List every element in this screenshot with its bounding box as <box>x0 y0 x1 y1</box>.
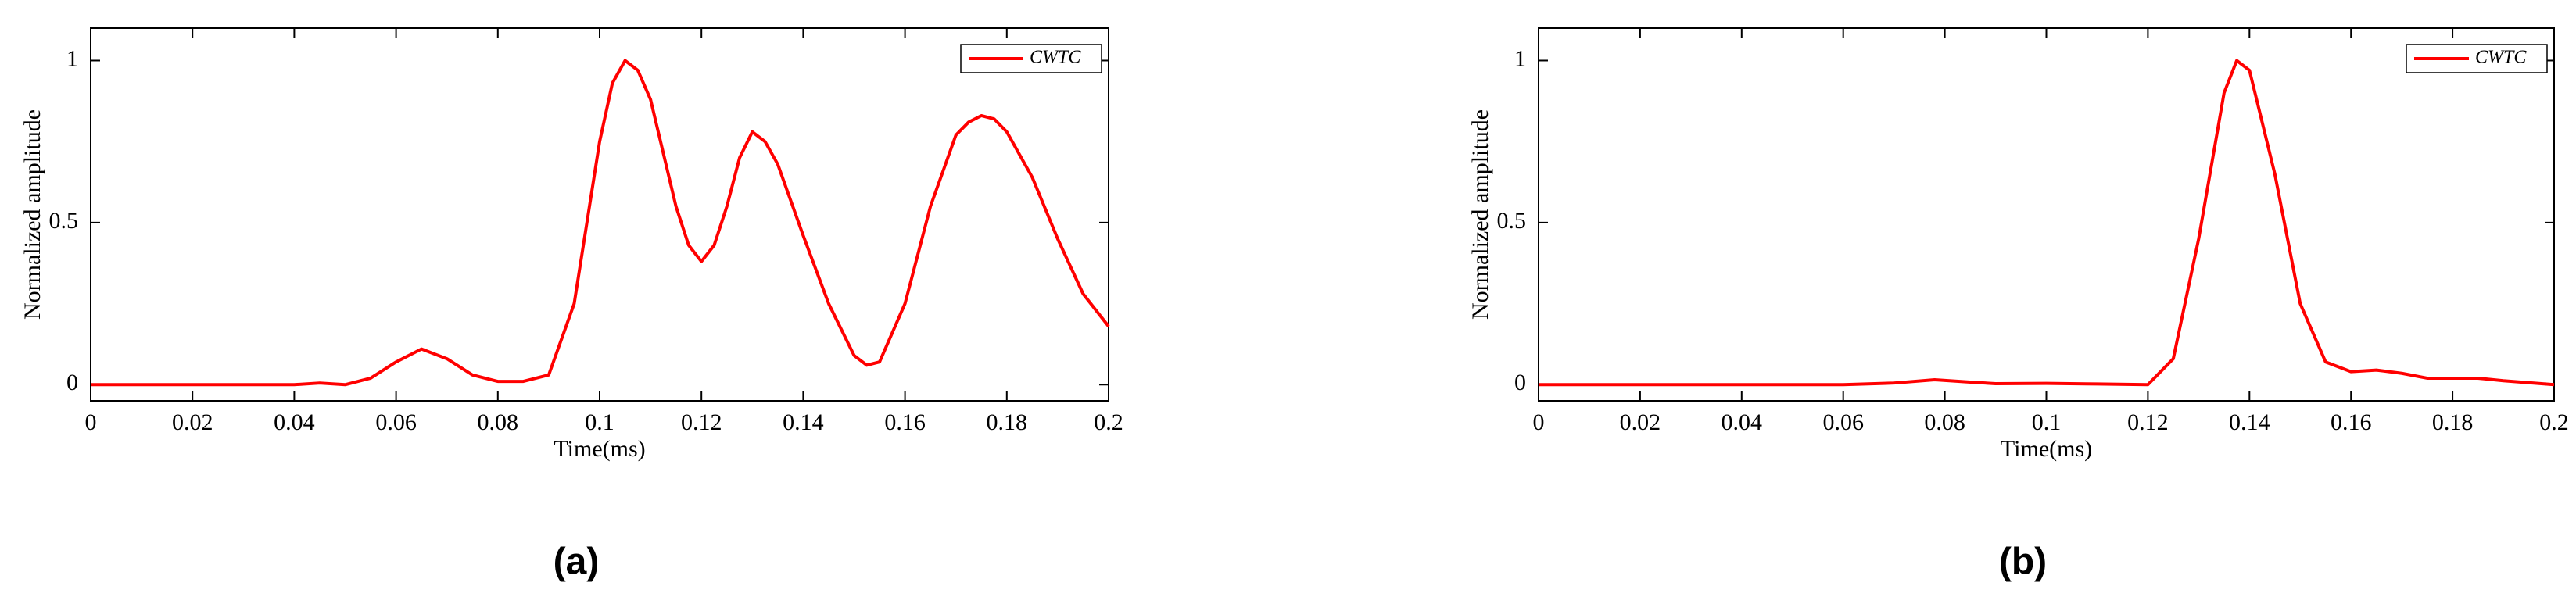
x-tick-label: 0.16 <box>884 409 926 435</box>
axes-box <box>1538 27 2555 402</box>
y-axis-label: Normalized amplitude <box>20 109 45 320</box>
x-tick-label: 0.16 <box>2331 409 2372 435</box>
x-tick-label: 0.02 <box>172 409 213 435</box>
x-tick-label: 0.08 <box>1924 409 1965 435</box>
x-tick-label: 0.08 <box>478 409 519 435</box>
data-line <box>1539 59 2555 387</box>
axes-box <box>90 27 1109 402</box>
x-tick-label: 0.02 <box>1620 409 1661 435</box>
x-tick-label: 0.04 <box>1722 409 1763 435</box>
legend-label: CWTC <box>2475 48 2527 68</box>
x-tick-label: 0.18 <box>987 409 1028 435</box>
x-tick-label: 0.14 <box>783 409 824 435</box>
y-tick-label: 1 <box>1514 45 1526 71</box>
x-tick-label: 0.1 <box>2032 409 2062 435</box>
x-tick-label: 0.2 <box>1094 409 1123 435</box>
x-tick-label: 0.12 <box>681 409 722 435</box>
x-tick-label: 0.06 <box>1822 409 1864 435</box>
panel-caption: (a) <box>554 542 600 583</box>
x-axis-label: Time(ms) <box>2001 436 2092 462</box>
y-tick-label: 0.5 <box>49 208 79 234</box>
legend-label: CWTC <box>1030 48 1081 68</box>
y-tick-label: 0 <box>66 370 78 395</box>
x-tick-label: 0.12 <box>2127 409 2169 435</box>
x-tick-label: 0.2 <box>2539 409 2569 435</box>
y-tick-label: 1 <box>66 45 78 71</box>
x-tick-label: 0 <box>1533 409 1545 435</box>
x-tick-label: 0.04 <box>274 409 315 435</box>
x-tick-label: 0.14 <box>2229 409 2270 435</box>
x-tick-label: 0 <box>85 409 97 435</box>
data-line <box>91 59 1110 387</box>
x-tick-label: 0.06 <box>375 409 417 435</box>
x-tick-label: 0.1 <box>585 409 614 435</box>
y-axis-label: Normalized amplitude <box>1467 109 1493 320</box>
x-tick-label: 0.18 <box>2432 409 2474 435</box>
y-tick-label: 0.5 <box>1497 208 1527 234</box>
panel-caption: (b) <box>1999 542 2047 583</box>
y-tick-label: 0 <box>1514 370 1526 395</box>
x-axis-label: Time(ms) <box>554 436 645 462</box>
